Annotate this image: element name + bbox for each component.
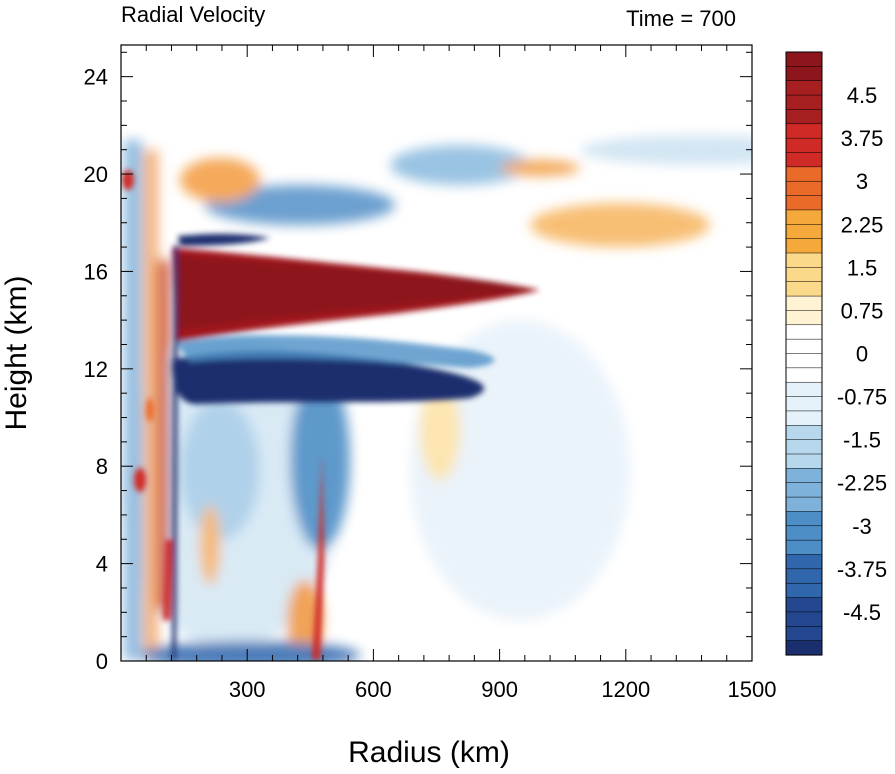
- colorbar-bin: [785, 267, 823, 283]
- colorbar-bin: [785, 496, 823, 512]
- colorbar-bin: [785, 410, 823, 426]
- y-tick-label: 12: [84, 357, 108, 382]
- y-axis-label: Height (km): [0, 275, 33, 430]
- colorbar-bin: [785, 295, 823, 311]
- colorbar-bin: [785, 439, 823, 455]
- colorbar-frame: [785, 51, 823, 656]
- colorbar-bin: [785, 137, 823, 154]
- colorbar-tick-label: -0.75: [837, 385, 887, 410]
- colorbar-bin: [785, 640, 823, 656]
- colorbar-bin: [785, 209, 823, 225]
- colorbar-bin: [785, 626, 823, 642]
- velocity-field: [121, 135, 752, 661]
- colorbar-bin: [785, 568, 823, 584]
- colorbar-bin: [785, 396, 823, 412]
- colorbar-bin: [785, 338, 823, 355]
- colorbar-bin: [785, 367, 823, 383]
- colorbar-bin: [785, 353, 823, 369]
- colorbar-bin: [785, 381, 823, 398]
- colorbar-tick-label: 0.75: [841, 298, 884, 323]
- colorbar-bin: [785, 310, 823, 326]
- colorbar: 4.5 3.75 3 2.25 1.5 0.75 0 -0.75 -1.5 -2.25 -3 -3.7…: [785, 51, 887, 656]
- colorbar-bin: [785, 611, 823, 627]
- colorbar-bin: [785, 109, 823, 125]
- colorbar-bin: [785, 180, 823, 197]
- y-axis: 0 4 8 12 16 20 24: [84, 51, 752, 674]
- colorbar-tick-label: 4.5: [847, 83, 878, 108]
- colorbar-tick-label: 0: [856, 342, 868, 367]
- colorbar-bin: [785, 195, 823, 211]
- colorbar-bin: [785, 539, 823, 556]
- x-tick-label: 1200: [601, 677, 650, 702]
- chart-title-left: Radial Velocity: [121, 2, 265, 27]
- colorbar-tick-label: -3: [852, 514, 872, 539]
- colorbar-tick-label: 3: [856, 169, 868, 194]
- colorbar-bin: [785, 66, 823, 82]
- y-tick-label: 4: [96, 552, 108, 577]
- x-tick-label: 900: [481, 677, 518, 702]
- colorbar-bin: [785, 281, 823, 297]
- colorbar-bin: [785, 152, 823, 168]
- colorbar-bin: [785, 80, 823, 96]
- colorbar-bin: [785, 425, 823, 441]
- x-tick-label: 600: [355, 677, 392, 702]
- x-tick-label: 1500: [728, 677, 777, 702]
- y-tick-label: 8: [96, 454, 108, 479]
- colorbar-bin: [785, 482, 823, 498]
- y-tick-label: 0: [96, 649, 108, 674]
- colorbar-tick-label: 3.75: [841, 126, 884, 151]
- colorbar-bin: [785, 324, 823, 340]
- colorbar-bin: [785, 51, 823, 67]
- y-tick-label: 24: [84, 65, 108, 90]
- colorbar-bin: [785, 123, 823, 139]
- colorbar-tick-label: 1.5: [847, 255, 878, 280]
- colorbar-bin: [785, 453, 823, 469]
- x-axis-label: Radius (km): [348, 736, 510, 769]
- colorbar-bin: [785, 511, 823, 527]
- colorbar-tick-label: -3.75: [837, 557, 887, 582]
- colorbar-tick-label: -1.5: [843, 428, 881, 453]
- colorbar-bin: [785, 554, 823, 570]
- chart-title-right: Time = 700: [626, 6, 736, 31]
- colorbar-bin: [785, 252, 823, 268]
- colorbar-tick-label: 2.25: [841, 212, 884, 237]
- x-tick-label: 300: [229, 677, 266, 702]
- colorbar-bin: [785, 597, 823, 613]
- colorbar-bin: [785, 238, 823, 254]
- colorbar-bin: [785, 94, 823, 110]
- colorbar-bin: [785, 468, 823, 484]
- colorbar-tick-label: -4.5: [843, 600, 881, 625]
- colorbar-bin: [785, 582, 823, 599]
- colorbar-bin: [785, 166, 823, 182]
- colorbar-tick-label: -2.25: [837, 471, 887, 496]
- plot-frame: [120, 44, 753, 662]
- y-tick-label: 20: [84, 162, 108, 187]
- colorbar-bin: [785, 525, 823, 541]
- colorbar-bin: [785, 224, 823, 240]
- x-axis: 300 600 900 1200 1500: [145, 45, 777, 702]
- y-tick-label: 16: [84, 259, 108, 284]
